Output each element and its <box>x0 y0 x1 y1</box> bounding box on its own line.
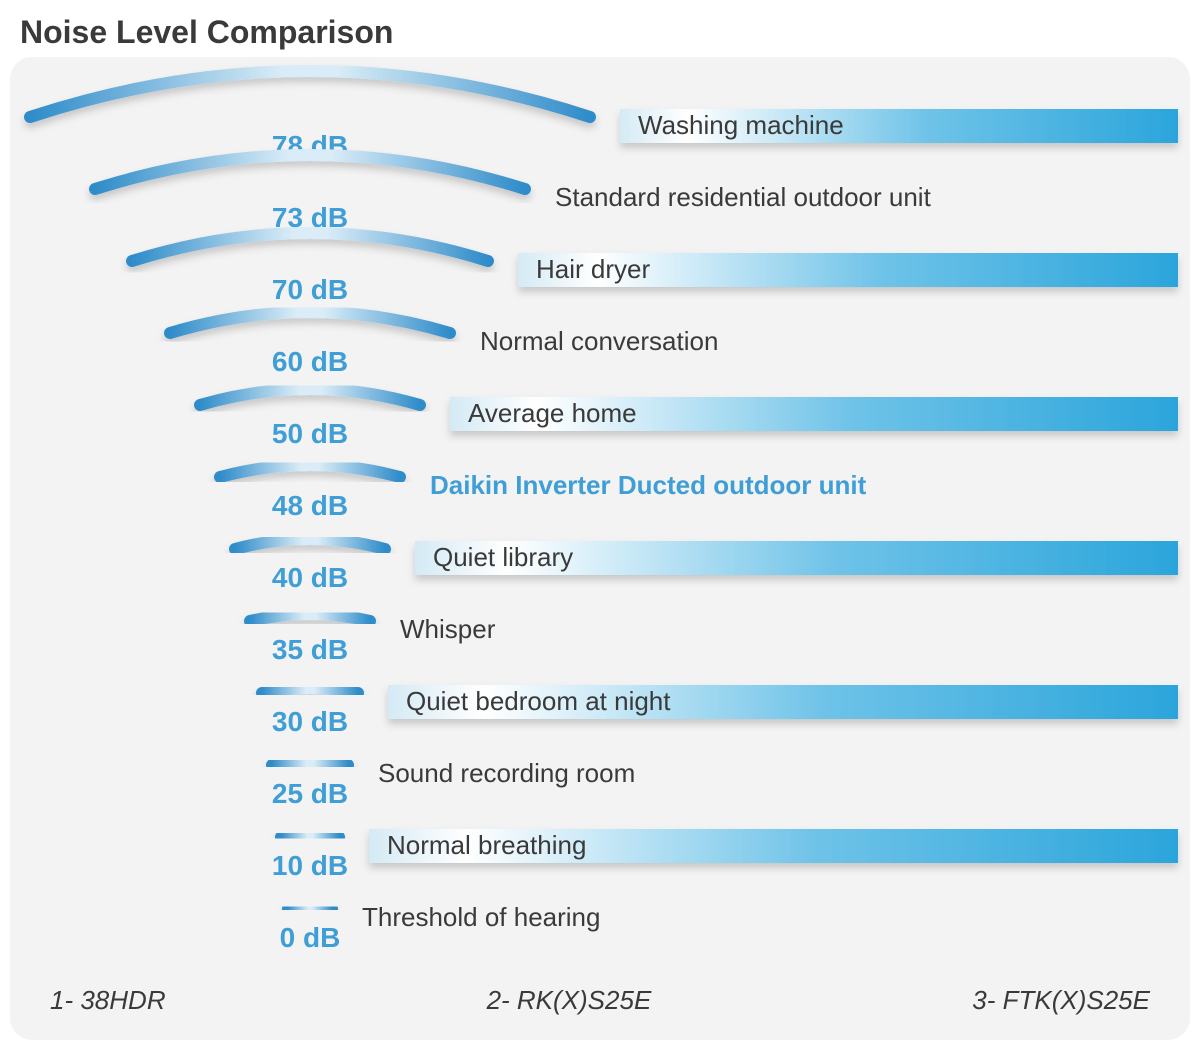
noise-desc: Sound recording room <box>378 758 635 788</box>
page-title: Noise Level Comparison <box>0 0 1200 57</box>
noise-desc: Average home <box>468 398 637 428</box>
noise-chart: 78 dBWashing machine73 dBStandard reside… <box>10 57 1190 977</box>
noise-desc: Normal conversation <box>480 326 718 356</box>
noise-arc <box>170 312 450 333</box>
noise-arc <box>132 233 488 261</box>
db-label: 40 dB <box>272 562 348 593</box>
noise-arc <box>95 155 525 189</box>
noise-arc <box>272 761 348 765</box>
noise-arc <box>30 71 590 117</box>
db-label: 50 dB <box>272 418 348 449</box>
db-label: 10 dB <box>272 850 348 881</box>
noise-arc <box>250 614 370 621</box>
noise-desc: Quiet bedroom at night <box>406 686 671 716</box>
noise-desc: Standard residential outdoor unit <box>555 182 932 212</box>
db-label: 35 dB <box>272 634 348 665</box>
noise-desc: Daikin Inverter Ducted outdoor unit <box>430 470 867 500</box>
db-label: 60 dB <box>272 346 348 377</box>
db-label: 30 dB <box>272 706 348 737</box>
noise-desc: Quiet library <box>433 542 573 572</box>
noise-desc: Whisper <box>400 614 496 644</box>
chart-panel: 78 dBWashing machine73 dBStandard reside… <box>10 57 1190 1040</box>
db-label: 0 dB <box>280 922 341 953</box>
db-label: 25 dB <box>272 778 348 809</box>
noise-arc <box>262 688 358 693</box>
footnote-3: 3- FTK(X)S25E <box>972 985 1150 1016</box>
noise-desc: Normal breathing <box>387 830 586 860</box>
noise-desc: Washing machine <box>638 110 844 140</box>
noise-arc <box>220 465 400 477</box>
noise-arc <box>235 539 385 549</box>
noise-arc <box>281 834 339 837</box>
db-label: 70 dB <box>272 274 348 305</box>
noise-desc: Hair dryer <box>536 254 650 284</box>
db-label: 48 dB <box>272 490 348 521</box>
footnotes: 1- 38HDR 2- RK(X)S25E 3- FTK(X)S25E <box>10 977 1190 1016</box>
footnote-1: 1- 38HDR <box>50 985 166 1016</box>
noise-arc <box>200 389 420 405</box>
footnote-2: 2- RK(X)S25E <box>487 985 652 1016</box>
noise-arc <box>288 907 332 909</box>
noise-desc: Threshold of hearing <box>362 902 600 932</box>
